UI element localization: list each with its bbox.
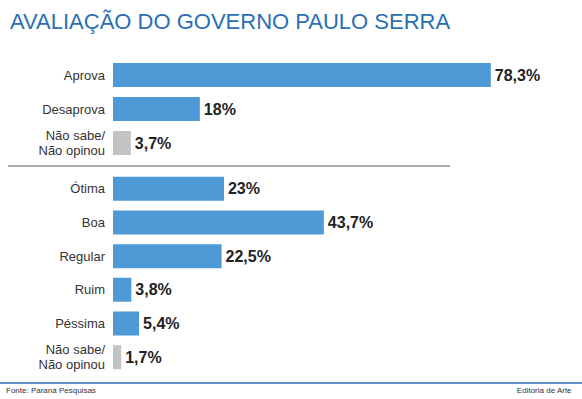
svg-text:3,8%: 3,8% — [135, 281, 171, 298]
svg-text:Não opinou: Não opinou — [39, 143, 106, 158]
svg-text:78,3%: 78,3% — [495, 67, 540, 84]
svg-text:5,4%: 5,4% — [143, 315, 179, 332]
svg-text:18%: 18% — [204, 101, 236, 118]
svg-text:Aprova: Aprova — [64, 68, 106, 83]
svg-text:Fonte: Paraná Pesquisas: Fonte: Paraná Pesquisas — [6, 386, 96, 395]
svg-text:Ruim: Ruim — [75, 282, 105, 297]
svg-text:Não sabe/: Não sabe/ — [46, 128, 106, 143]
svg-text:Regular: Regular — [59, 249, 105, 264]
svg-text:Boa: Boa — [82, 215, 106, 230]
svg-text:Desaprova: Desaprova — [42, 102, 106, 117]
svg-text:Ótima: Ótima — [70, 181, 105, 196]
svg-text:AVALIAÇÃO DO GOVERNO PAULO SER: AVALIAÇÃO DO GOVERNO PAULO SERRA — [10, 9, 450, 34]
svg-text:22,5%: 22,5% — [226, 248, 271, 265]
svg-text:Editoria de Arte: Editoria de Arte — [517, 386, 572, 395]
svg-text:43,7%: 43,7% — [328, 214, 373, 231]
svg-text:Não sabe/: Não sabe/ — [46, 342, 106, 357]
svg-text:3,7%: 3,7% — [135, 135, 171, 152]
svg-text:1,7%: 1,7% — [125, 349, 161, 366]
svg-text:23%: 23% — [228, 180, 260, 197]
svg-text:Péssima: Péssima — [55, 316, 106, 331]
svg-text:Não opinou: Não opinou — [39, 357, 106, 372]
